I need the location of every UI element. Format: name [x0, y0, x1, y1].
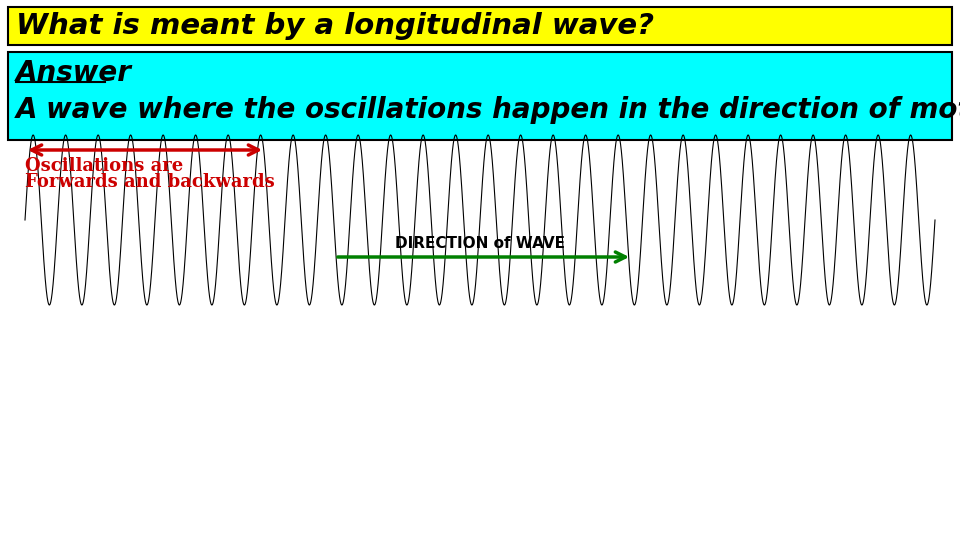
- Text: Answer: Answer: [16, 59, 132, 87]
- Text: DIRECTION of WAVE: DIRECTION of WAVE: [395, 237, 565, 252]
- Bar: [8, 7, 952, 45]
- Text: A wave where the oscillations happen in the direction of motion.: A wave where the oscillations happen in …: [16, 96, 960, 124]
- Text: What is meant by a longitudinal wave?: What is meant by a longitudinal wave?: [16, 12, 654, 40]
- Text: Forwards and backwards: Forwards and backwards: [25, 173, 275, 191]
- Bar: [8, 52, 952, 140]
- Text: Oscillations are: Oscillations are: [25, 157, 183, 175]
